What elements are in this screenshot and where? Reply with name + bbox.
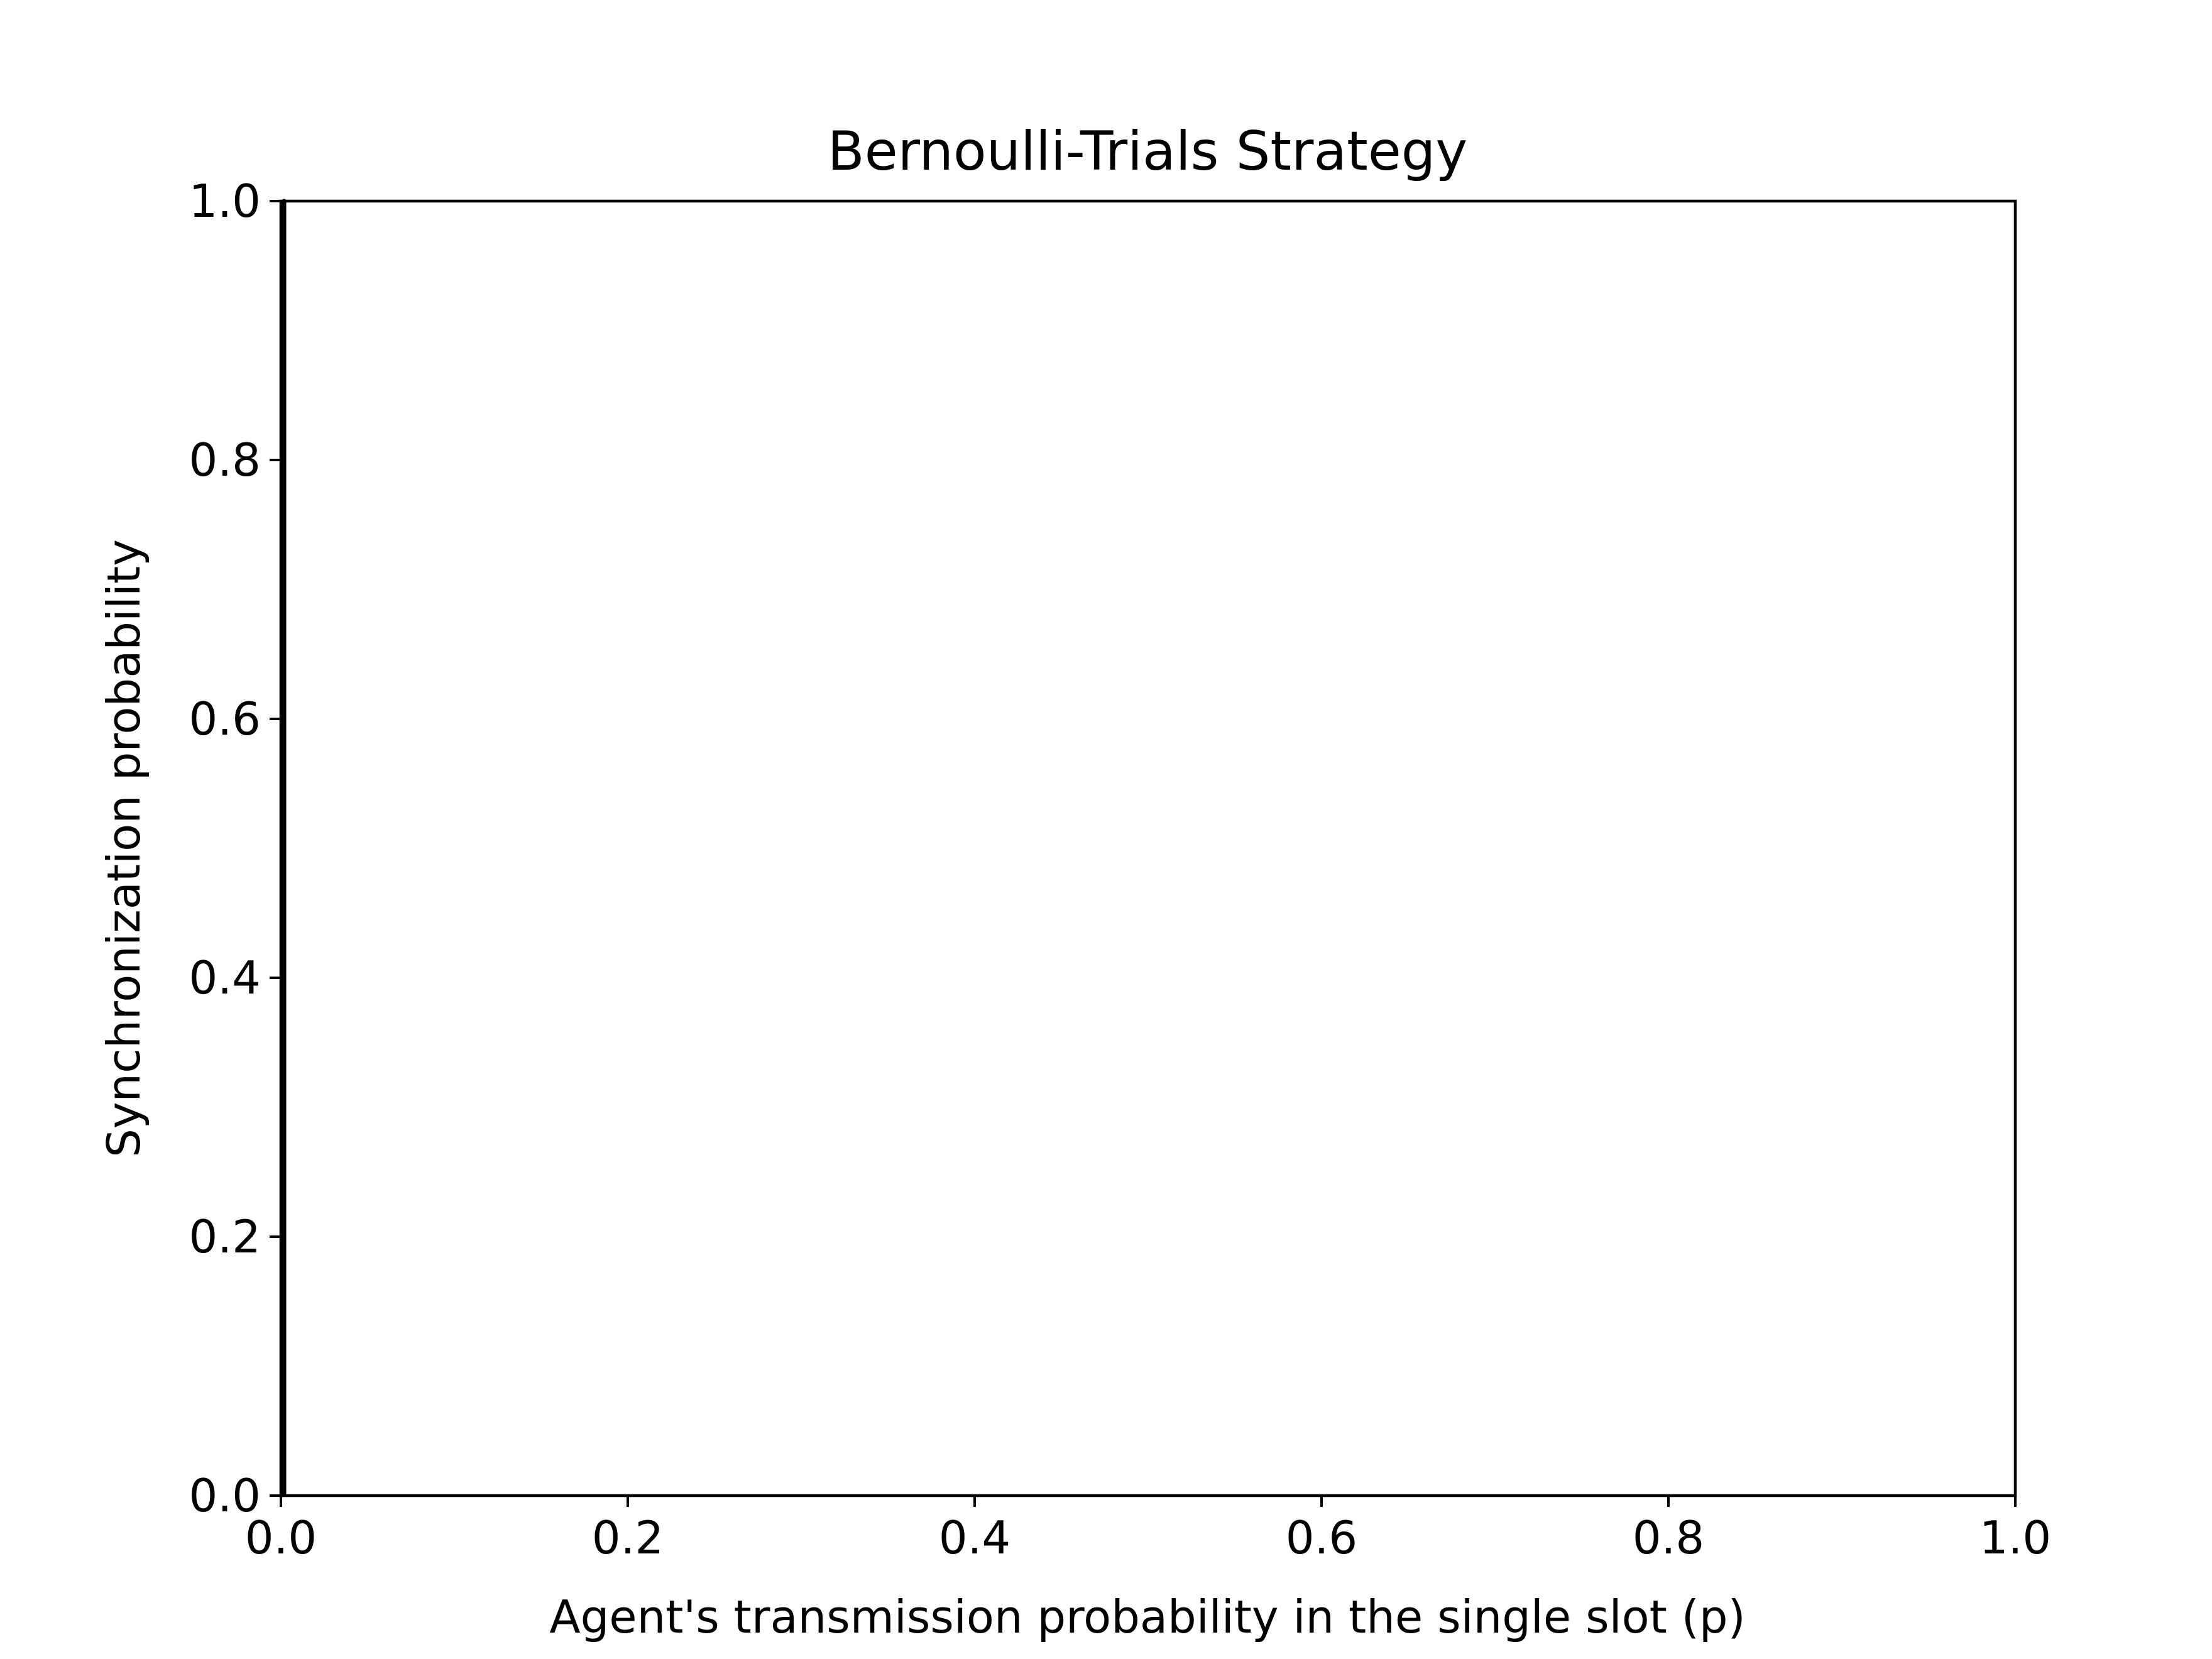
plot-frame [279, 199, 2017, 1497]
y-tick-label: 0.4 [189, 951, 261, 1004]
chart-title: Bernoulli-Trials Strategy [828, 120, 1468, 183]
y-tick-label: 0.0 [189, 1469, 261, 1522]
y-tick-label: 1.0 [189, 175, 261, 227]
x-axis-label: Agent's transmission probability in the … [549, 1591, 1745, 1643]
x-tick-label: 0.0 [245, 1511, 317, 1564]
x-tick-label: 1.0 [1979, 1511, 2052, 1564]
x-tick-label: 0.2 [592, 1511, 664, 1564]
y-tick-label: 0.2 [189, 1210, 261, 1263]
x-axis-ticks: 0.0 0.2 0.4 0.6 0.8 1.0 [245, 1496, 2052, 1564]
x-tick-label: 0.6 [1286, 1511, 1358, 1564]
x-tick-label: 0.8 [1633, 1511, 1705, 1564]
plot-area [279, 199, 2017, 1497]
y-tick-label: 0.8 [189, 434, 261, 486]
plot-background [281, 201, 2015, 1496]
x-tick-label: 0.4 [939, 1511, 1011, 1564]
y-axis-ticks: 0.0 0.2 0.4 0.6 0.8 1.0 [189, 175, 281, 1522]
y-tick-label: 0.6 [189, 693, 261, 745]
y-axis-label: Synchronization probability [97, 539, 150, 1158]
